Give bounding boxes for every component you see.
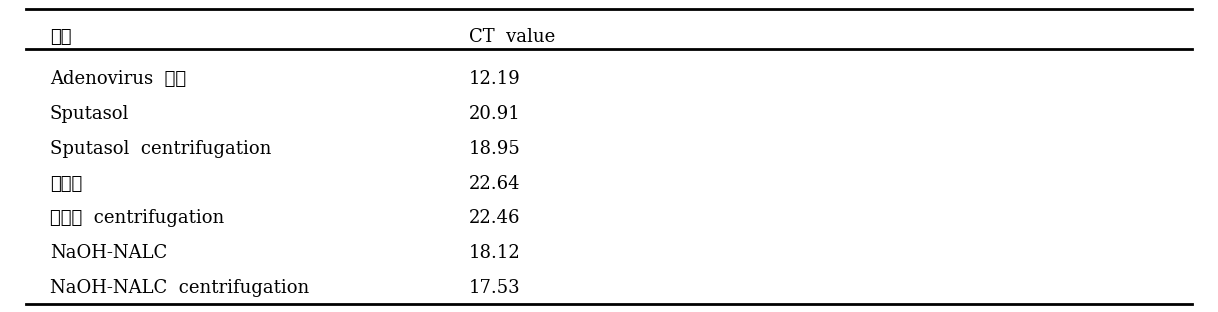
Text: 진담산: 진담산 [50, 174, 83, 193]
Text: 12.19: 12.19 [469, 70, 521, 88]
Text: 18.95: 18.95 [469, 139, 521, 158]
Text: 22.64: 22.64 [469, 174, 521, 193]
Text: NaOH-NALC  centrifugation: NaOH-NALC centrifugation [50, 279, 309, 297]
Text: 조건: 조건 [50, 28, 72, 46]
Text: 17.53: 17.53 [469, 279, 521, 297]
Text: NaOH-NALC: NaOH-NALC [50, 244, 167, 262]
Text: Sputasol: Sputasol [50, 105, 129, 123]
Text: 18.12: 18.12 [469, 244, 521, 262]
Text: 진담산  centrifugation: 진담산 centrifugation [50, 209, 224, 227]
Text: Adenovirus  초기: Adenovirus 초기 [50, 70, 186, 88]
Text: 22.46: 22.46 [469, 209, 521, 227]
Text: CT  value: CT value [469, 28, 555, 46]
Text: 20.91: 20.91 [469, 105, 521, 123]
Text: Sputasol  centrifugation: Sputasol centrifugation [50, 139, 272, 158]
